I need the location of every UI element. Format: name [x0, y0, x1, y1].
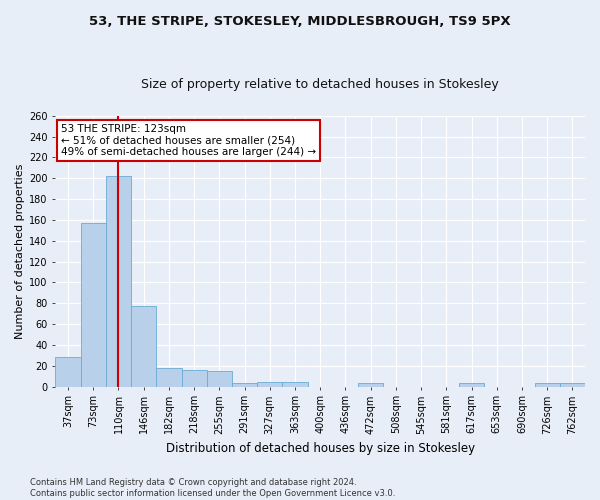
Bar — [535, 384, 560, 386]
Bar — [207, 371, 232, 386]
Bar — [55, 358, 80, 386]
X-axis label: Distribution of detached houses by size in Stokesley: Distribution of detached houses by size … — [166, 442, 475, 455]
Bar — [459, 384, 484, 386]
Bar — [257, 382, 283, 386]
Bar — [80, 223, 106, 386]
Text: Contains HM Land Registry data © Crown copyright and database right 2024.
Contai: Contains HM Land Registry data © Crown c… — [30, 478, 395, 498]
Bar — [106, 176, 131, 386]
Y-axis label: Number of detached properties: Number of detached properties — [15, 164, 25, 339]
Text: 53, THE STRIPE, STOKESLEY, MIDDLESBROUGH, TS9 5PX: 53, THE STRIPE, STOKESLEY, MIDDLESBROUGH… — [89, 15, 511, 28]
Bar — [283, 382, 308, 386]
Bar — [560, 384, 585, 386]
Text: 53 THE STRIPE: 123sqm
← 51% of detached houses are smaller (254)
49% of semi-det: 53 THE STRIPE: 123sqm ← 51% of detached … — [61, 124, 316, 157]
Bar — [182, 370, 207, 386]
Bar — [157, 368, 182, 386]
Bar — [131, 306, 157, 386]
Bar — [358, 384, 383, 386]
Bar — [232, 384, 257, 386]
Title: Size of property relative to detached houses in Stokesley: Size of property relative to detached ho… — [142, 78, 499, 91]
